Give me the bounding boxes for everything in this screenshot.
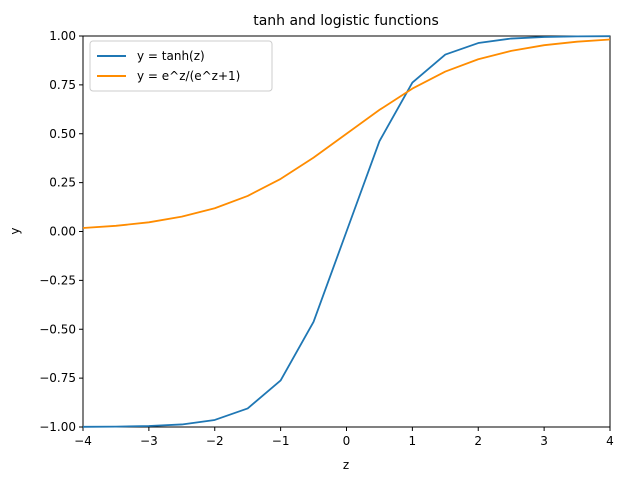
legend-label-logistic: y = e^z/(e^z+1) — [137, 69, 240, 83]
x-tick-label: −1 — [272, 434, 290, 448]
x-tick-label: −4 — [74, 434, 92, 448]
x-tick-label: −3 — [140, 434, 158, 448]
x-tick-label: 0 — [343, 434, 351, 448]
y-axis-label: y — [8, 227, 22, 234]
y-tick-label: −0.25 — [39, 273, 76, 287]
y-tick-label: 0.25 — [49, 176, 76, 190]
y-tick-label: 0.50 — [49, 127, 76, 141]
y-tick-label: −0.75 — [39, 371, 76, 385]
series-line-logistic — [82, 38, 611, 229]
series-line-tanh — [82, 35, 611, 428]
plot-area: −4 −3 −2 −1 0 1 2 3 4 −1.00 −0.75 −0.50 −0.25 0.00 0.… — [39, 29, 614, 448]
legend-label-tanh: y = tanh(z) — [137, 49, 205, 63]
x-ticks: −4 −3 −2 −1 0 1 2 3 4 — [74, 427, 614, 448]
x-axis-label: z — [343, 458, 349, 472]
x-tick-label: 4 — [606, 434, 614, 448]
legend: y = tanh(z) y = e^z/(e^z+1) — [89, 40, 273, 92]
y-tick-label: 0.75 — [49, 78, 76, 92]
y-ticks: −1.00 −0.75 −0.50 −0.25 0.00 0.25 0.50 0.75 1.00 — [39, 29, 83, 434]
x-tick-label: −2 — [206, 434, 224, 448]
series-lines — [82, 35, 611, 428]
y-tick-label: 0.00 — [49, 225, 76, 239]
y-tick-label: 1.00 — [49, 29, 76, 43]
y-tick-label: −0.50 — [39, 322, 76, 336]
legend-box — [89, 40, 273, 92]
y-tick-label: −1.00 — [39, 420, 76, 434]
x-tick-label: 2 — [474, 434, 482, 448]
chart-title: tanh and logistic functions — [253, 13, 439, 29]
x-tick-label: 1 — [409, 434, 417, 448]
x-tick-label: 3 — [540, 434, 548, 448]
